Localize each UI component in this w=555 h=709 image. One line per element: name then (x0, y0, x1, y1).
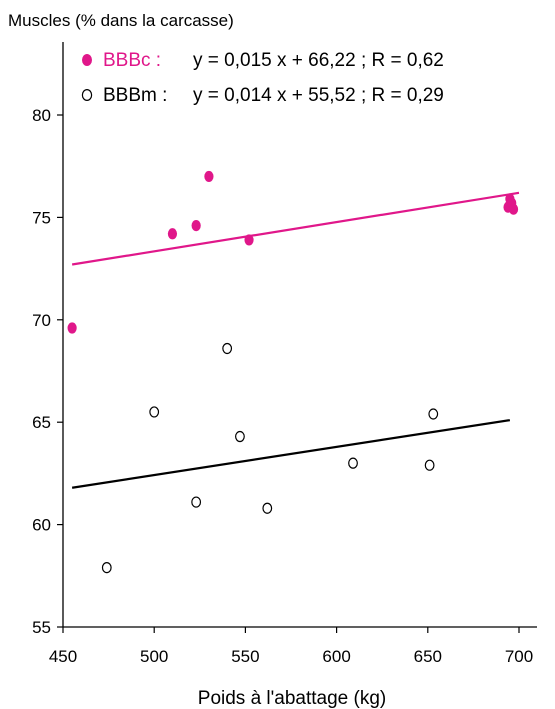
y-axis-label: Muscles (% dans la carcasse) (8, 11, 234, 30)
point-bbbc (67, 322, 77, 334)
point-bbbm (428, 408, 439, 420)
y-tick-label: 60 (32, 516, 51, 535)
point-bbbc (244, 234, 254, 246)
legend-marker-bbbc (82, 54, 92, 66)
axes: 450 500 550 600 650 700 55 60 65 70 75 80 (32, 42, 537, 666)
x-tick-label: 500 (140, 647, 168, 666)
point-bbbm (149, 406, 160, 418)
x-tick-label: 550 (231, 647, 259, 666)
legend-equation-bbbc: y = 0,015 x + 66,22 ; R = 0,62 (193, 50, 444, 71)
point-bbbm (262, 502, 273, 514)
point-bbbm (235, 430, 245, 443)
regression-lines (71, 191, 520, 489)
x-tick-label: 600 (322, 647, 350, 666)
regression-line-bbbm (71, 419, 511, 489)
y-tick-label: 55 (32, 618, 51, 637)
x-tick-label: 650 (414, 647, 442, 666)
legend: BBBc : y = 0,015 x + 66,22 ; R = 0,62 BBBm… (81, 50, 444, 106)
point-bbbm (424, 459, 435, 471)
point-bbbc (167, 228, 178, 240)
y-tick-label: 75 (32, 208, 51, 227)
point-bbbm (191, 496, 202, 508)
point-bbbm (101, 562, 112, 574)
y-tick-label: 80 (32, 106, 51, 125)
x-axis-label: Poids à l'abattage (kg) (198, 688, 386, 709)
point-bbbc (508, 203, 519, 215)
legend-marker-bbbm (81, 88, 93, 101)
regression-line-bbbc (71, 191, 520, 266)
legend-equation-bbbm: y = 0,014 x + 55,52 ; R = 0,29 (193, 85, 444, 106)
data-points (67, 170, 519, 574)
y-tick-label: 70 (32, 311, 51, 330)
legend-label-bbbc: BBBc : (103, 50, 161, 71)
x-tick-label: 450 (49, 647, 77, 666)
x-tick-label: 700 (505, 647, 533, 666)
point-bbbc (204, 170, 214, 183)
point-bbbc (191, 219, 201, 232)
y-tick-label: 65 (32, 413, 51, 432)
legend-label-bbbm: BBBm : (103, 85, 167, 106)
point-bbbm (222, 342, 233, 355)
point-bbbm (348, 457, 358, 469)
